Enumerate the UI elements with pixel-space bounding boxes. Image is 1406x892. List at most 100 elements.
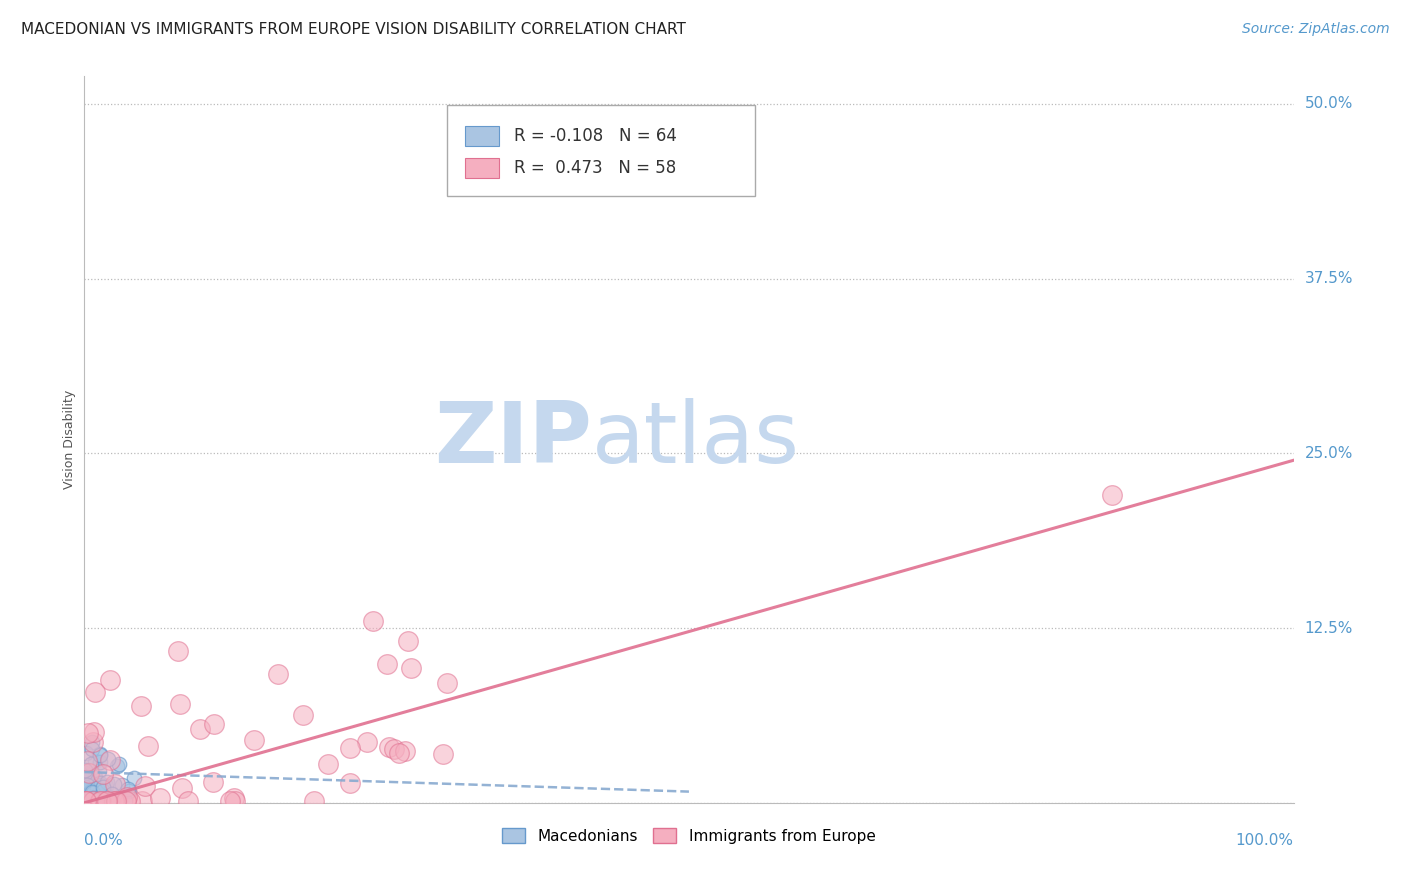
Point	[93, 783, 115, 797]
Point	[86, 774, 108, 789]
Text: 0.0%: 0.0%	[84, 833, 124, 848]
Point	[77, 789, 100, 803]
Point	[82, 790, 104, 805]
Point	[82, 735, 104, 749]
Point	[86, 781, 108, 796]
Point	[222, 790, 245, 805]
Point	[73, 766, 96, 780]
Point	[96, 794, 118, 808]
Point	[76, 781, 98, 796]
Point	[90, 793, 112, 807]
Point	[76, 755, 98, 769]
Text: 100.0%: 100.0%	[1236, 833, 1294, 848]
Point	[103, 776, 125, 790]
Point	[82, 779, 104, 793]
Point	[86, 784, 108, 798]
Point	[89, 794, 111, 808]
Point	[218, 794, 240, 808]
Point	[87, 789, 110, 803]
Point	[388, 746, 411, 760]
Point	[172, 781, 194, 796]
Point	[80, 794, 103, 808]
FancyBboxPatch shape	[465, 126, 499, 146]
Point	[80, 784, 103, 798]
Point	[79, 766, 101, 780]
Point	[136, 739, 159, 754]
Point	[292, 708, 315, 723]
Point	[202, 774, 225, 789]
Point	[75, 794, 97, 808]
Point	[91, 766, 114, 780]
Point	[375, 657, 398, 672]
Point	[96, 789, 118, 803]
Point	[79, 791, 101, 805]
Point	[98, 793, 121, 807]
Point	[267, 667, 290, 681]
Text: MACEDONIAN VS IMMIGRANTS FROM EUROPE VISION DISABILITY CORRELATION CHART: MACEDONIAN VS IMMIGRANTS FROM EUROPE VIS…	[21, 22, 686, 37]
Point	[80, 757, 103, 772]
Point	[118, 794, 141, 808]
Point	[105, 759, 128, 773]
Y-axis label: Vision Disability: Vision Disability	[63, 390, 76, 489]
Point	[76, 784, 98, 798]
Point	[105, 791, 128, 805]
Point	[115, 794, 138, 808]
Point	[82, 786, 104, 800]
Point	[117, 781, 139, 796]
Point	[73, 794, 96, 808]
Point	[105, 794, 128, 808]
Point	[396, 634, 419, 648]
Point	[84, 770, 107, 784]
Point	[98, 753, 121, 767]
Point	[96, 791, 118, 805]
Point	[131, 794, 153, 808]
Point	[83, 755, 105, 769]
Legend: Macedonians, Immigrants from Europe: Macedonians, Immigrants from Europe	[496, 822, 882, 850]
Point	[224, 794, 246, 808]
Point	[316, 756, 339, 771]
Text: R = -0.108   N = 64: R = -0.108 N = 64	[513, 128, 676, 145]
Text: 25.0%: 25.0%	[1305, 446, 1353, 461]
Point	[84, 685, 107, 699]
Point	[83, 774, 105, 789]
Point	[377, 739, 399, 754]
Text: R =  0.473   N = 58: R = 0.473 N = 58	[513, 159, 676, 178]
Point	[75, 746, 97, 760]
Point	[103, 794, 125, 808]
Point	[399, 661, 422, 675]
Point	[91, 783, 114, 797]
Point	[86, 784, 108, 798]
Point	[96, 775, 118, 789]
Point	[361, 615, 384, 629]
Point	[82, 735, 104, 749]
Point	[73, 791, 96, 805]
Point	[96, 794, 118, 808]
Point	[98, 673, 121, 687]
Point	[73, 789, 96, 804]
Point	[134, 779, 156, 793]
Point	[104, 791, 127, 805]
Point	[122, 771, 145, 785]
Text: Source: ZipAtlas.com: Source: ZipAtlas.com	[1241, 22, 1389, 37]
Point	[83, 784, 105, 798]
Point	[75, 763, 97, 777]
Point	[83, 788, 105, 802]
Point	[80, 783, 103, 797]
Point	[89, 748, 111, 763]
Point	[75, 769, 97, 783]
Point	[382, 741, 405, 756]
Point	[79, 778, 101, 792]
Point	[131, 698, 153, 713]
Point	[188, 722, 211, 736]
Point	[89, 776, 111, 790]
Point	[107, 757, 129, 772]
Point	[242, 732, 264, 747]
Point	[339, 741, 361, 756]
Point	[169, 698, 191, 712]
Point	[89, 756, 111, 770]
Point	[166, 644, 188, 658]
Point	[97, 752, 120, 766]
Point	[394, 744, 416, 758]
Point	[432, 747, 454, 761]
Text: 50.0%: 50.0%	[1305, 96, 1353, 112]
